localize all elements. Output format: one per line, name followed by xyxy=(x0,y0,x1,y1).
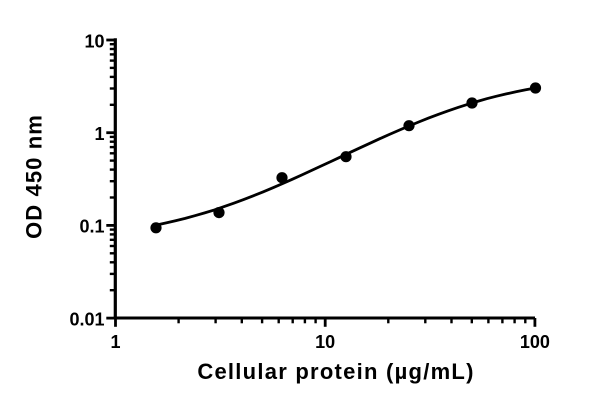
svg-text:100: 100 xyxy=(520,332,550,352)
svg-text:10: 10 xyxy=(315,332,335,352)
svg-text:Cellular protein (µg/mL): Cellular protein (µg/mL) xyxy=(197,359,474,384)
svg-text:0.1: 0.1 xyxy=(79,217,104,237)
svg-text:0.01: 0.01 xyxy=(69,309,104,329)
svg-text:1: 1 xyxy=(94,124,104,144)
svg-text:OD 450 nm: OD 450 nm xyxy=(22,114,47,239)
svg-text:1: 1 xyxy=(110,332,120,352)
svg-text:10: 10 xyxy=(84,31,104,51)
